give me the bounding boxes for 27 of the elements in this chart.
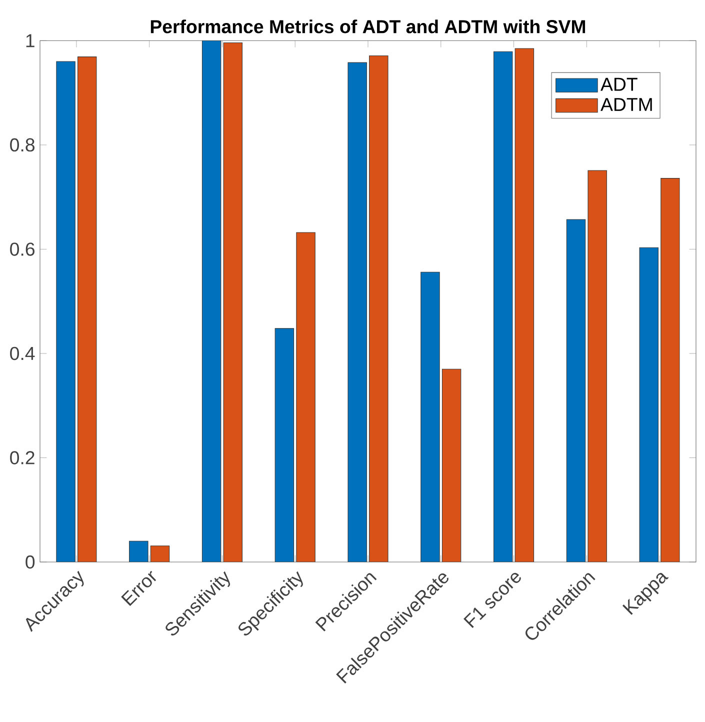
y-tick-label: 0.2: [10, 451, 34, 464]
y-tick-label: 0.6: [10, 242, 34, 256]
bar: [588, 170, 607, 562]
bar: [442, 368, 462, 562]
bar: [274, 328, 294, 562]
y-tick-label: 0.8: [10, 138, 34, 152]
y-tick-label: 1: [26, 34, 34, 48]
bar: [223, 42, 242, 562]
legend-label: ADTM: [600, 98, 652, 111]
bar: [78, 56, 97, 562]
bar: [202, 40, 222, 562]
legend-label: ADT: [600, 78, 638, 91]
bar: [129, 540, 148, 562]
bar: [369, 56, 388, 562]
chart-title: Performance Metrics of ADT and ADTM with SVM: [150, 20, 586, 34]
bar: [514, 48, 534, 562]
bar: [494, 51, 513, 562]
y-tick-label: 0.4: [10, 346, 35, 360]
bar: [296, 232, 316, 562]
bar: [56, 61, 76, 562]
bar: [348, 62, 367, 562]
bar: [566, 219, 586, 562]
bar: [639, 247, 658, 562]
bar: [660, 178, 680, 562]
y-tick-label: 0: [26, 555, 35, 569]
bar: [420, 272, 440, 562]
bar: [150, 546, 170, 562]
